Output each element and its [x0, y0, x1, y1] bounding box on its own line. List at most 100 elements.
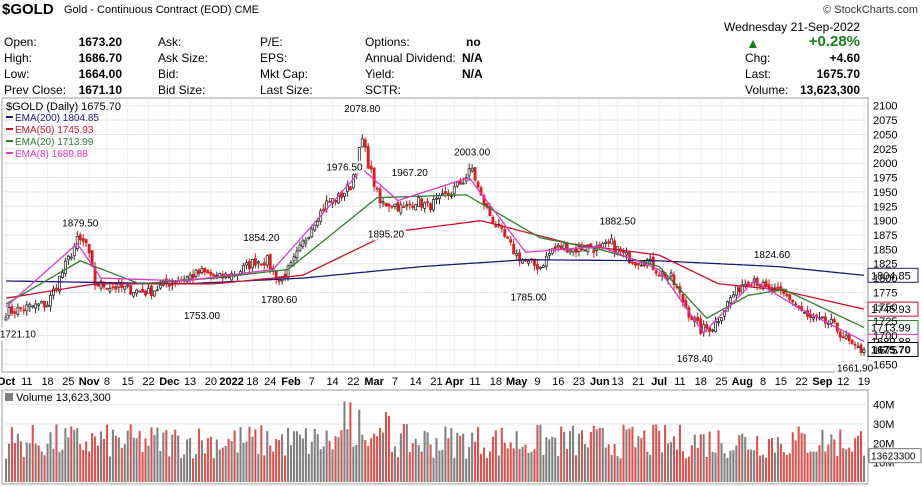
candle-body [242, 265, 245, 274]
candle-body [393, 203, 397, 207]
volume-bar [527, 452, 530, 482]
volume-bar [459, 435, 462, 482]
volume-bar [545, 437, 548, 482]
symbol-description: Gold - Continuous Contract (EOD) CME [64, 4, 259, 16]
candle-body [49, 294, 52, 307]
candle-body [440, 193, 444, 196]
x-axis: Oct 11 18 25 Nov 8 15 22 Dec 13 20 2022 18 24 Feb 7 14 22… [0, 376, 870, 388]
volume-bar [426, 432, 429, 482]
annotation-label: 1753.00 [184, 311, 221, 322]
volume-bar [744, 437, 747, 482]
candle-body [832, 319, 836, 323]
candle-body [823, 316, 827, 324]
volume-bar [230, 441, 233, 482]
volume-bar [681, 451, 684, 482]
candle-body [452, 186, 456, 194]
y-tick-label: 1775 [873, 287, 897, 299]
candle-body [7, 307, 11, 317]
candle-body [52, 288, 55, 296]
volume-bar [269, 445, 272, 482]
volume-bar [818, 445, 821, 482]
volume-bar [150, 427, 153, 482]
volume-bar [159, 451, 162, 482]
volume-bar [289, 445, 293, 482]
candle-body [46, 304, 49, 308]
candle-body [111, 286, 115, 289]
volume-bar [767, 439, 771, 482]
volume-bar [497, 455, 500, 482]
volume-bar [672, 436, 676, 482]
candle-body [791, 299, 795, 303]
volume-bar [806, 452, 809, 482]
candle-body [610, 238, 614, 245]
candle-body [841, 336, 845, 339]
volume-bar [414, 438, 417, 482]
volume-bar [601, 427, 604, 482]
volume-bar [370, 438, 373, 482]
volume-bar [79, 444, 82, 482]
candle-body [381, 201, 385, 204]
annotation-label: 2003.00 [454, 147, 491, 158]
candle-body [188, 274, 192, 280]
candle-body [337, 193, 340, 204]
annotation-label: 1721.10 [0, 329, 36, 340]
annotations: 1721.10 1879.50 1753.00 1854.20 1780.60 1976.… [0, 101, 876, 375]
candle-body [19, 307, 23, 310]
volume-bar [135, 438, 138, 482]
volume-tick-label: 20M [873, 438, 894, 450]
pe-label: P/E: [260, 35, 283, 49]
open-value: 1673.20 [78, 35, 122, 49]
candle-body [129, 285, 133, 295]
volume-bar [61, 449, 64, 482]
sctr-label: SCTR: [365, 83, 401, 97]
volume-bar [652, 424, 655, 482]
candle-body [322, 208, 326, 211]
candle-body [147, 287, 150, 294]
volume-bar [524, 444, 527, 482]
high-label: High: [4, 51, 33, 65]
candle-body [518, 252, 522, 262]
candle-body [194, 269, 198, 277]
volume-bar [25, 442, 28, 482]
x-tick-label: 13 [184, 376, 196, 388]
x-tick-label: 11 [469, 376, 480, 388]
volume-bar [177, 435, 180, 482]
candle-body [838, 331, 842, 338]
annotation-bg [389, 166, 430, 180]
volume-bar [678, 424, 681, 482]
candle-body [476, 181, 480, 188]
candle-body [248, 260, 251, 270]
legend-entry: EMA(8) 1689.88 [15, 149, 88, 160]
candle-body [328, 200, 332, 203]
volume-bar [482, 447, 486, 482]
volume-bar [123, 444, 126, 482]
candle-body [829, 318, 833, 324]
candle-body [84, 239, 88, 244]
volume-bar [610, 454, 613, 482]
candle-body [821, 316, 824, 319]
volume-bar [189, 438, 192, 482]
volume-bar [275, 438, 278, 482]
volume-bar [812, 451, 815, 482]
ema20-line [5, 194, 865, 329]
volume-bar [346, 429, 349, 482]
annotation-label: 1895.20 [368, 229, 405, 240]
x-tick-label: Oct [0, 376, 16, 388]
volume-bar [239, 427, 242, 482]
annotation-bg [324, 160, 365, 174]
candle-body [648, 258, 652, 261]
candle-body [705, 324, 709, 329]
volume-bar [99, 431, 103, 482]
volume-bar [94, 436, 97, 482]
volume-bar [435, 438, 438, 482]
volume-bar [215, 439, 218, 482]
candle-body [310, 228, 314, 238]
y-tick-label: 1925 [873, 201, 897, 213]
volume-bar [622, 424, 625, 482]
chg-label: Chg: [745, 51, 771, 65]
volume-bar [319, 449, 322, 482]
candle-body [55, 287, 58, 290]
bid-label: Bid: [158, 67, 179, 81]
volume-bar [509, 442, 512, 482]
